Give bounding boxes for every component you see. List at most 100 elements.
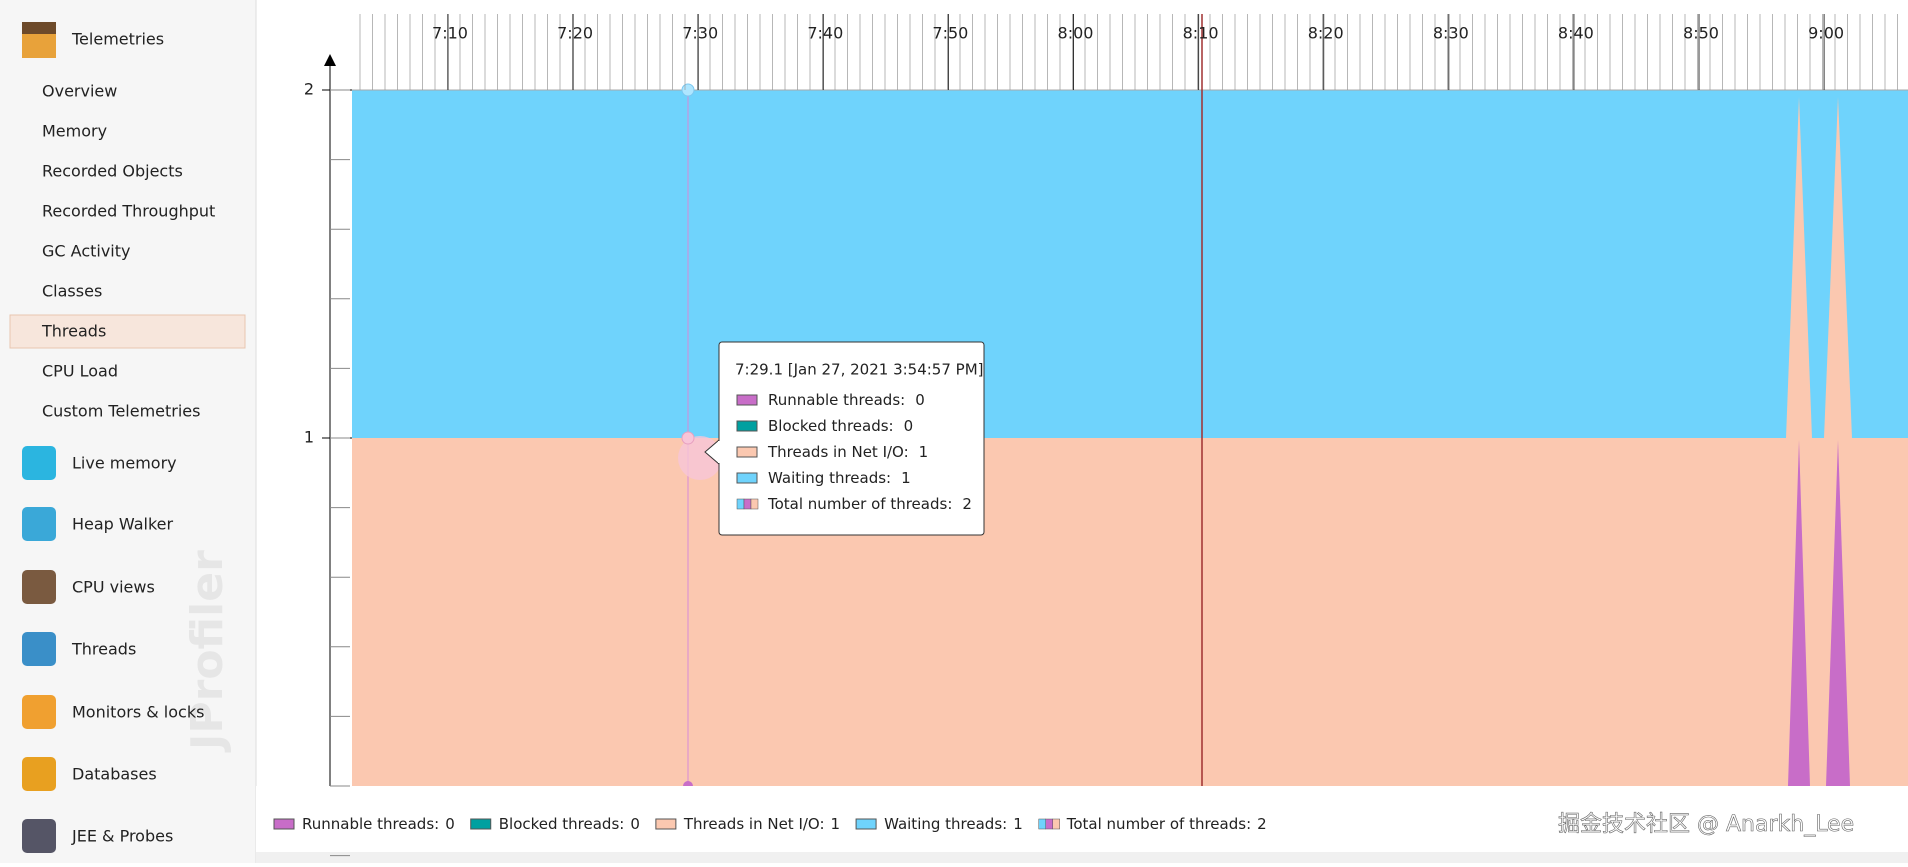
- swatch: [736, 446, 758, 458]
- x-tick-label: 7:20: [557, 24, 593, 43]
- sidebar-section[interactable]: Heap Walker: [72, 515, 174, 534]
- legend-bg: [256, 786, 1908, 863]
- runnable-spike: [1826, 440, 1850, 786]
- legend-value: 0: [445, 815, 455, 833]
- legend-label: Runnable threads:: [302, 815, 439, 833]
- sidebar-section[interactable]: CPU views: [72, 578, 155, 597]
- swatch: [655, 818, 677, 830]
- y-tick-label: 1: [304, 428, 314, 447]
- watermark: JProfiler: [182, 550, 233, 753]
- selected-item-bg: [9, 314, 246, 349]
- tooltip-title: 7:29.1 [Jan 27, 2021 3:54:57 PM]: [735, 361, 984, 379]
- swatch: [470, 818, 492, 830]
- tooltip-label: Waiting threads:: [768, 469, 891, 487]
- legend-entry: Threads in Net I/O: 1: [683, 815, 840, 833]
- sidebar-item[interactable]: Recorded Objects: [42, 162, 183, 181]
- swatch: [1038, 818, 1046, 830]
- tooltip-label: Blocked threads:: [768, 417, 894, 435]
- sidebar-item[interactable]: Recorded Throughput: [42, 202, 215, 221]
- section-icon: [22, 570, 56, 604]
- swatch: [743, 498, 752, 510]
- x-tick-label: 8:10: [1183, 24, 1219, 43]
- tooltip-value: 2: [962, 495, 972, 513]
- section-icon: [22, 507, 56, 541]
- section-icon: [22, 695, 56, 729]
- status-bar: [256, 852, 1908, 863]
- runnable-spike: [1788, 440, 1810, 786]
- tooltip-value: 0: [904, 417, 914, 435]
- waiting-area: [352, 90, 1908, 438]
- legend-label: Threads in Net I/O:: [683, 815, 825, 833]
- cursor-dot: [681, 83, 695, 97]
- legend-label: Blocked threads:: [499, 815, 625, 833]
- sidebar-item[interactable]: CPU Load: [42, 362, 118, 381]
- tooltip-row: Blocked threads: 0: [768, 417, 913, 435]
- swatch: [736, 498, 745, 510]
- legend-entry: Total number of threads: 2: [1066, 815, 1267, 833]
- swatch: [1052, 818, 1060, 830]
- swatch: [1045, 818, 1053, 830]
- tooltip-label: Runnable threads:: [768, 391, 905, 409]
- legend-value: 0: [630, 815, 640, 833]
- swatch: [736, 420, 758, 432]
- x-tick-label: 8:20: [1308, 24, 1344, 43]
- x-tick-label: 7:10: [432, 24, 468, 43]
- sidebar-item[interactable]: GC Activity: [42, 242, 131, 261]
- tooltip-value: 1: [919, 443, 929, 461]
- tooltip-row: Runnable threads: 0: [768, 391, 925, 409]
- legend-entry: Runnable threads: 0: [302, 815, 455, 833]
- tooltip-row: Threads in Net I/O: 1: [767, 443, 928, 461]
- x-tick-label: 8:30: [1433, 24, 1469, 43]
- x-tick-label: 7:50: [932, 24, 968, 43]
- sidebar-item[interactable]: Memory: [42, 122, 107, 141]
- sidebar-section[interactable]: Threads: [71, 640, 136, 659]
- swatch: [736, 394, 758, 406]
- sidebar-section[interactable]: Live memory: [72, 454, 177, 473]
- x-tick-label: 7:30: [682, 24, 718, 43]
- net-io-area: [352, 438, 1908, 786]
- sidebar-section[interactable]: Databases: [72, 765, 157, 784]
- cursor-dot: [681, 431, 695, 445]
- y-axis-arrow: [324, 54, 336, 66]
- section-icon: [22, 819, 56, 853]
- section-icon: [22, 757, 56, 791]
- legend-entry: Waiting threads: 1: [884, 815, 1023, 833]
- net-io-spike: [1824, 97, 1852, 438]
- x-tick-label: 7:40: [807, 24, 843, 43]
- legend-entry: Blocked threads: 0: [499, 815, 640, 833]
- y-tick-label: 2: [304, 80, 314, 99]
- legend-label: Total number of threads:: [1066, 815, 1251, 833]
- telemetries-icon-top: [22, 22, 56, 34]
- sidebar-item[interactable]: Classes: [42, 282, 102, 301]
- sidebar-header[interactable]: Telemetries: [71, 30, 164, 49]
- tooltip-row: Total number of threads: 2: [767, 495, 972, 513]
- tooltip-row: Waiting threads: 1: [768, 469, 911, 487]
- x-tick-label: 8:00: [1058, 24, 1094, 43]
- tooltip-value: 1: [901, 469, 911, 487]
- legend-value: 1: [831, 815, 841, 833]
- legend-value: 2: [1257, 815, 1267, 833]
- sidebar-item[interactable]: Overview: [42, 82, 117, 101]
- section-icon: [22, 632, 56, 666]
- legend-label: Waiting threads:: [884, 815, 1007, 833]
- sidebar-section[interactable]: Monitors & locks: [72, 703, 204, 722]
- sidebar-item[interactable]: Custom Telemetries: [42, 402, 200, 421]
- x-tick-label: 9:00: [1808, 24, 1844, 43]
- x-tick-label: 8:50: [1683, 24, 1719, 43]
- tooltip-label: Threads in Net I/O:: [767, 443, 909, 461]
- tooltip: [718, 341, 985, 536]
- sidebar-item[interactable]: Threads: [41, 322, 106, 341]
- tooltip-value: 0: [915, 391, 925, 409]
- net-io-spike: [1786, 97, 1812, 438]
- swatch: [736, 472, 758, 484]
- swatch: [750, 498, 759, 510]
- swatch: [273, 818, 295, 830]
- sidebar-section[interactable]: JEE & Probes: [71, 827, 173, 846]
- swatch: [855, 818, 877, 830]
- legend-value: 1: [1013, 815, 1023, 833]
- x-tick-label: 8:40: [1558, 24, 1594, 43]
- section-icon: [22, 446, 56, 480]
- tooltip-label: Total number of threads:: [767, 495, 952, 513]
